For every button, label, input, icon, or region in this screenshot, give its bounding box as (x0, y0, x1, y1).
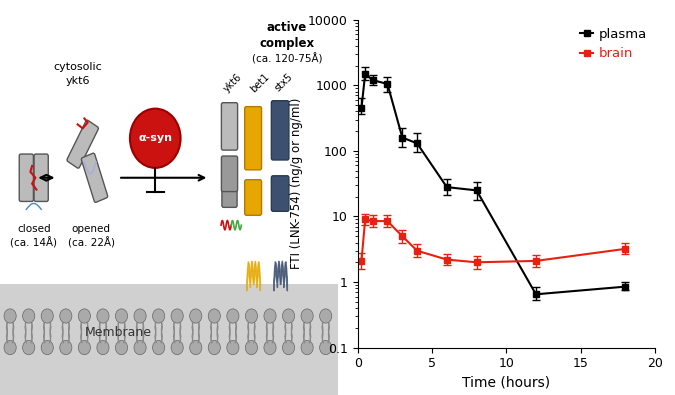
Circle shape (320, 309, 332, 323)
Circle shape (41, 340, 53, 355)
Text: complex: complex (259, 37, 315, 50)
Circle shape (153, 340, 165, 355)
Circle shape (115, 340, 128, 355)
Circle shape (282, 340, 294, 355)
FancyBboxPatch shape (244, 180, 261, 215)
Circle shape (134, 309, 146, 323)
Bar (0, 284, 338, 395)
Circle shape (23, 309, 35, 323)
Legend: plasma, brain: plasma, brain (575, 23, 652, 66)
Circle shape (190, 309, 202, 323)
Circle shape (209, 309, 220, 323)
FancyBboxPatch shape (221, 156, 238, 192)
FancyBboxPatch shape (81, 153, 108, 202)
Circle shape (115, 309, 128, 323)
Circle shape (23, 340, 35, 355)
Text: stx5: stx5 (273, 72, 294, 94)
Circle shape (130, 109, 180, 168)
Circle shape (246, 340, 257, 355)
Circle shape (4, 340, 16, 355)
FancyBboxPatch shape (244, 107, 261, 170)
Circle shape (209, 340, 220, 355)
Y-axis label: FTI (LNK-754) (ng/g or ng/ml): FTI (LNK-754) (ng/g or ng/ml) (290, 98, 302, 269)
Circle shape (153, 309, 165, 323)
FancyBboxPatch shape (19, 154, 34, 201)
FancyBboxPatch shape (221, 103, 238, 150)
Circle shape (78, 309, 90, 323)
Circle shape (320, 340, 332, 355)
Text: bet1: bet1 (248, 71, 271, 94)
Text: ykt6: ykt6 (65, 76, 90, 86)
Circle shape (190, 340, 202, 355)
Text: cytosolic: cytosolic (53, 62, 102, 72)
Circle shape (264, 340, 276, 355)
Text: (ca. 14Å): (ca. 14Å) (10, 237, 57, 248)
Text: opened: opened (72, 224, 111, 234)
Circle shape (41, 309, 53, 323)
Circle shape (246, 309, 257, 323)
Circle shape (4, 309, 16, 323)
Text: (ca. 120-75Å): (ca. 120-75Å) (252, 54, 322, 65)
Circle shape (59, 340, 72, 355)
Circle shape (59, 309, 72, 323)
Text: Membrane: Membrane (84, 326, 152, 339)
FancyBboxPatch shape (67, 120, 99, 168)
Circle shape (78, 340, 90, 355)
Text: α-syn: α-syn (138, 133, 172, 143)
Circle shape (264, 309, 276, 323)
FancyBboxPatch shape (222, 188, 237, 207)
FancyBboxPatch shape (271, 101, 289, 160)
Circle shape (97, 309, 109, 323)
Circle shape (227, 309, 239, 323)
Circle shape (282, 309, 294, 323)
Circle shape (227, 340, 239, 355)
Text: closed: closed (17, 224, 51, 234)
X-axis label: Time (hours): Time (hours) (462, 376, 550, 390)
FancyBboxPatch shape (34, 154, 49, 201)
Circle shape (171, 309, 183, 323)
Circle shape (301, 340, 313, 355)
Circle shape (97, 340, 109, 355)
FancyBboxPatch shape (271, 176, 289, 211)
Text: ykt6: ykt6 (222, 72, 244, 94)
Text: (ca. 22Å): (ca. 22Å) (68, 237, 115, 248)
Text: active: active (267, 21, 307, 34)
Circle shape (301, 309, 313, 323)
Circle shape (134, 340, 146, 355)
Circle shape (171, 340, 183, 355)
